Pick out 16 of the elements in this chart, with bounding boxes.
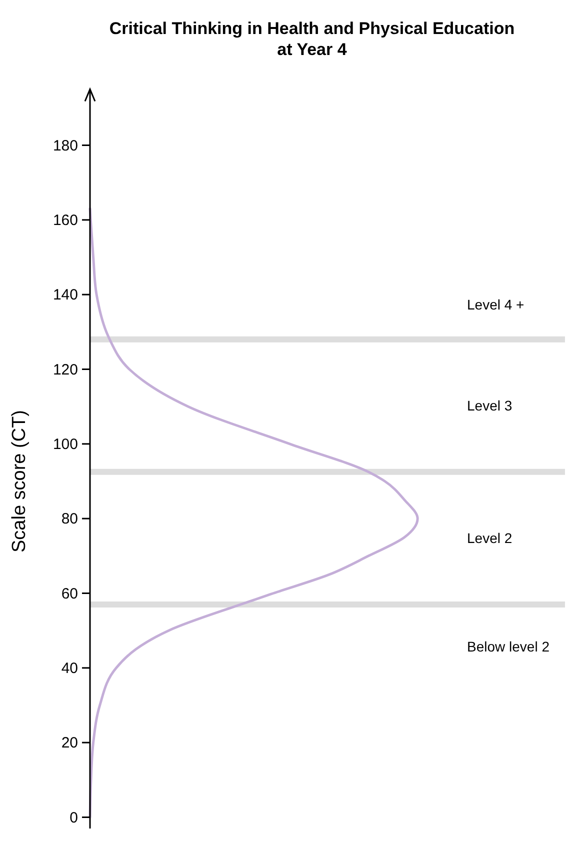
y-tick-label: 100 (52, 436, 78, 453)
y-tick-label: 120 (52, 361, 78, 378)
y-tick-label: 80 (61, 510, 78, 528)
y-tick-label: 180 (52, 137, 78, 154)
y-tick-label: 40 (61, 660, 78, 677)
y-tick-label: 60 (61, 585, 78, 602)
text: Level 2 (467, 530, 512, 546)
y-tick-label: 140 (52, 286, 78, 304)
y-tick-label: 160 (52, 212, 78, 229)
text: Below level 2 (467, 638, 550, 654)
chart-title: Critical Thinking in Health and Physical Education at Year 4 (109, 19, 515, 59)
text: Level 4 + (467, 296, 524, 312)
y-tick-label: 0 (70, 809, 78, 826)
y-axis-title: Scale score (CT) (9, 410, 30, 553)
text: Level 3 (467, 398, 512, 414)
y-tick-label: 20 (61, 734, 78, 752)
